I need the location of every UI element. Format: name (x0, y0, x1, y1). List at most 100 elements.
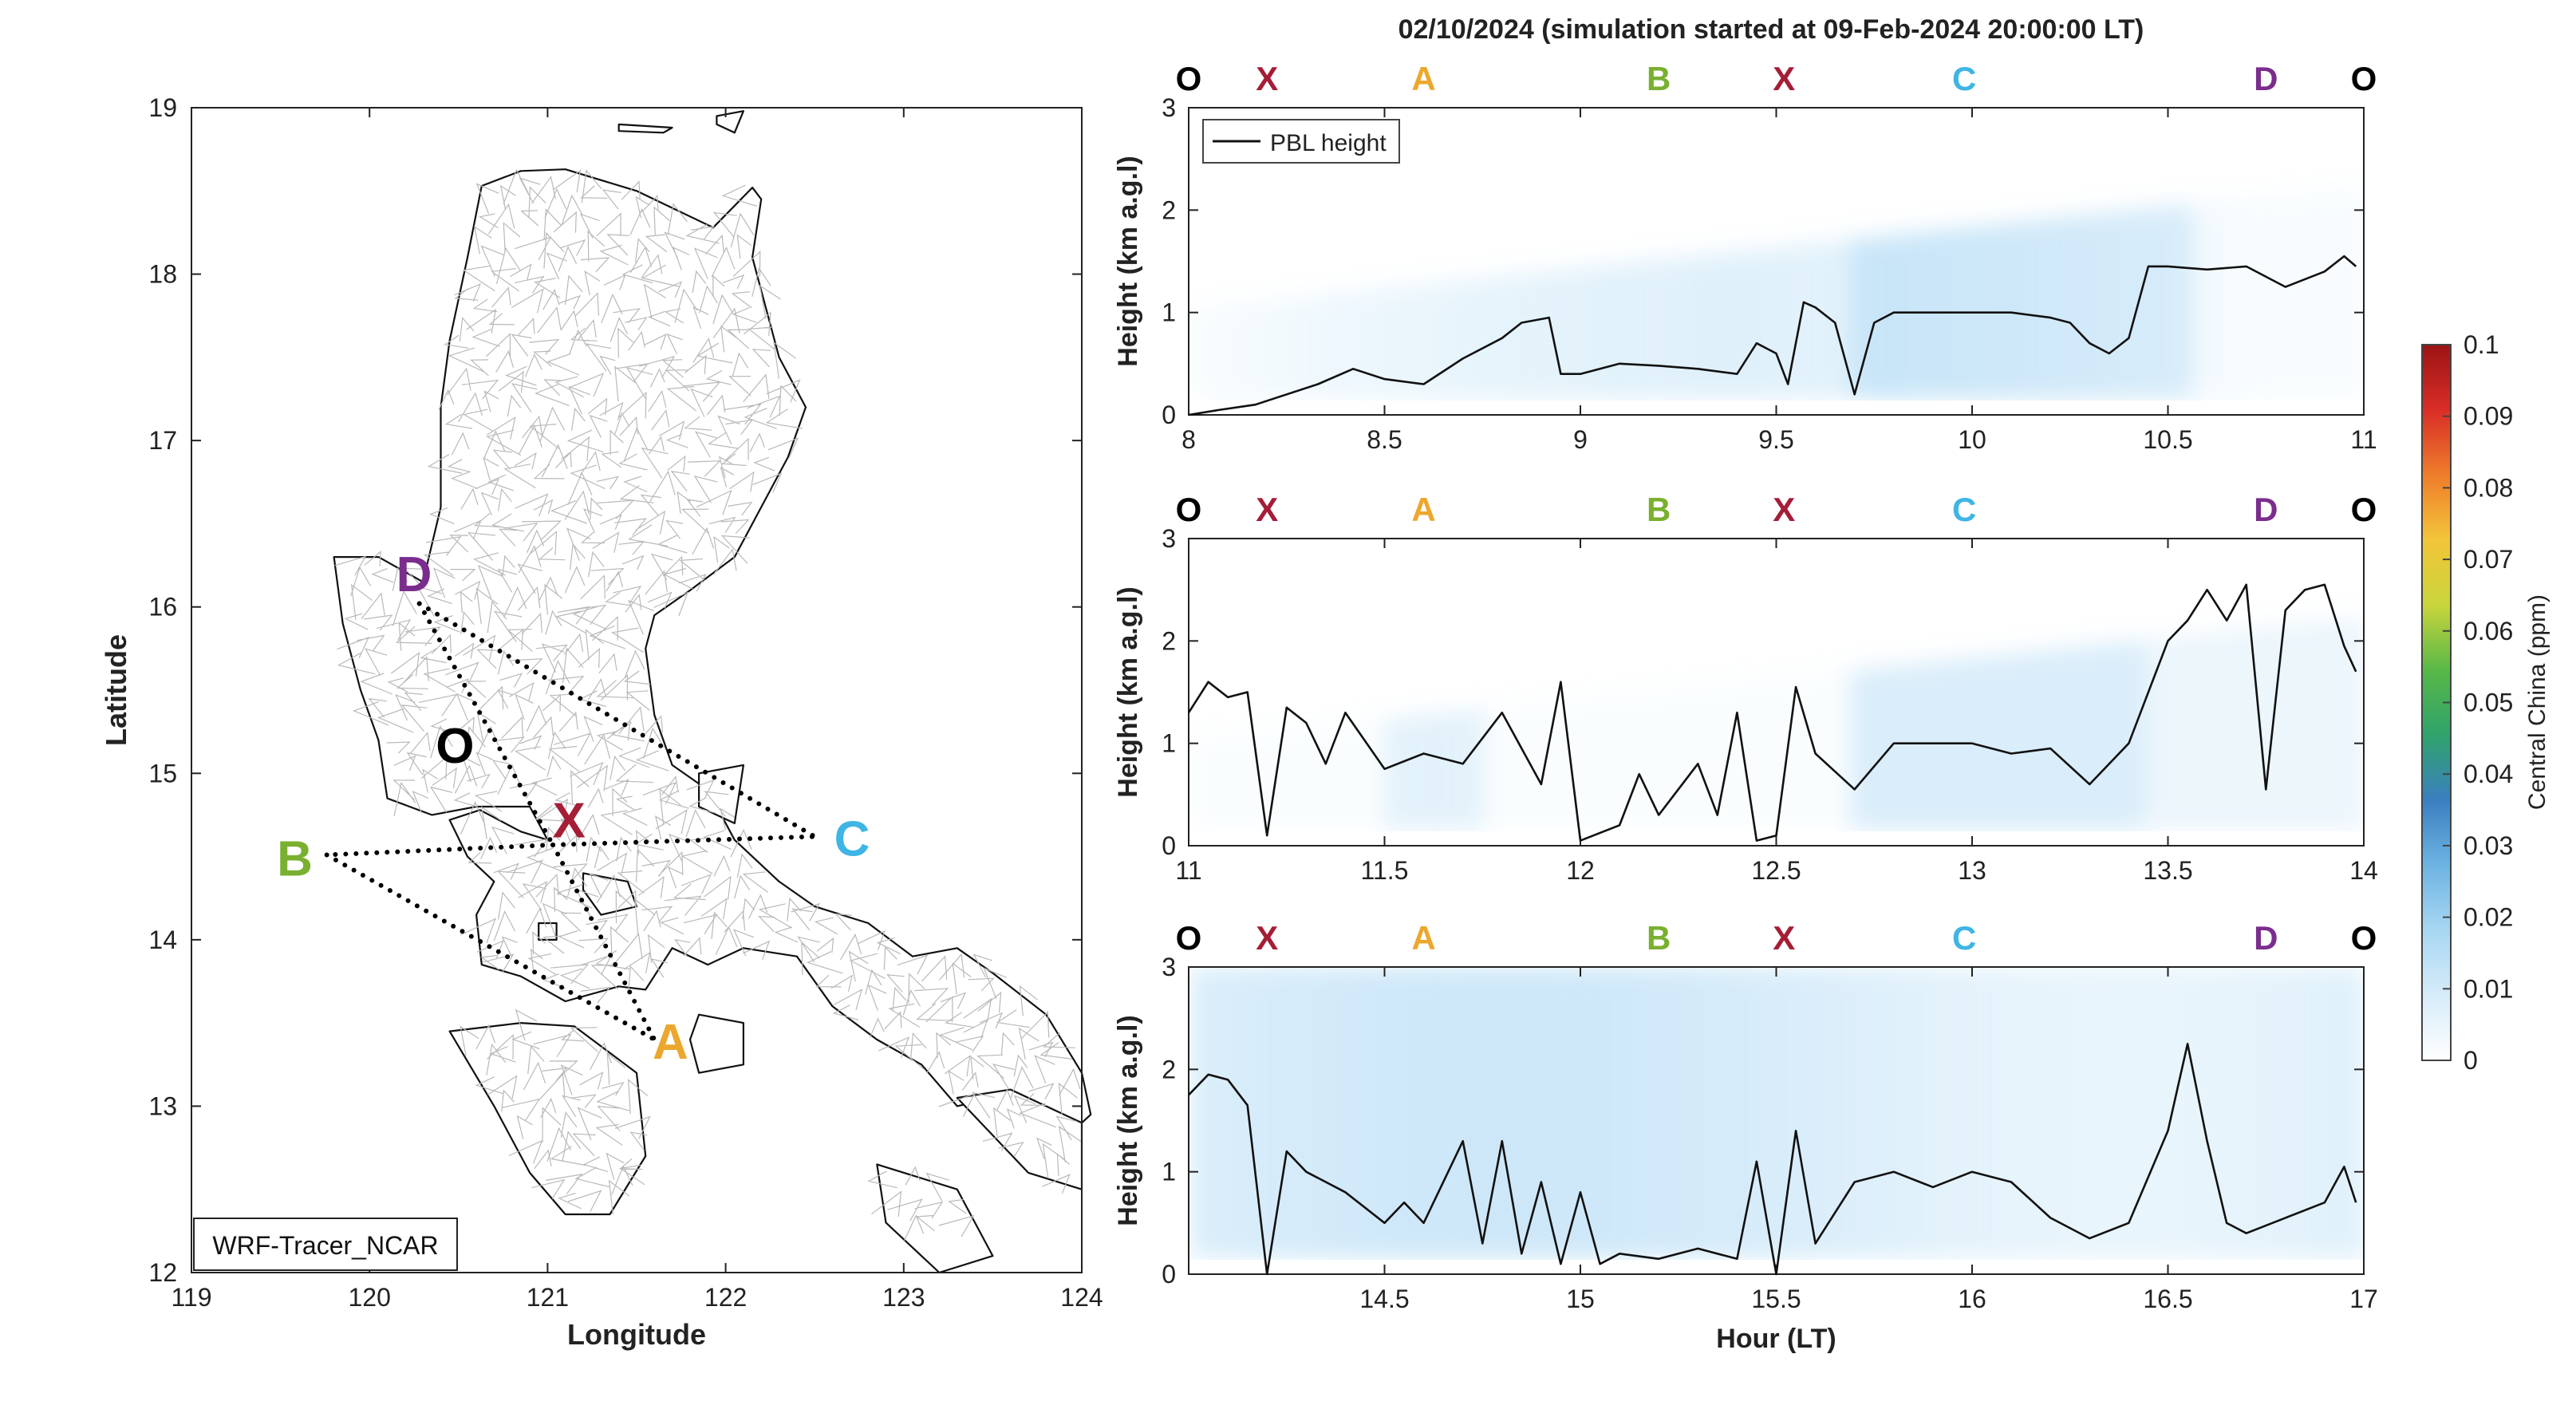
route-label-x: X (1773, 491, 1795, 528)
island-outline (698, 764, 744, 824)
tracer-field (1189, 967, 2364, 1274)
colorbar-tick-label: 0 (2464, 1046, 2478, 1075)
x-tick-label: 14 (2349, 856, 2378, 885)
map-y-tick-label: 16 (148, 593, 177, 622)
y-tick-label: 0 (1162, 831, 1176, 860)
map-point-a: A (653, 1015, 688, 1070)
panel-top: 8 8.5 9 9.5 10 10.5 11 0 1 2 3 Height (km a.g.l) PBL… (1113, 60, 2377, 454)
route-label-a: A (1411, 919, 1435, 957)
panel-bottom: 14.5 15 15.5 16 16.5 17 0 1 2 3 Height (km a.g.l) H… (1113, 919, 2378, 1354)
y-tick-label: 1 (1162, 298, 1176, 327)
route-label-d: D (2254, 919, 2278, 957)
map-x-axis-label: Longitude (567, 1318, 706, 1351)
route-label-b: B (1647, 919, 1671, 957)
y-tick-label: 0 (1162, 1260, 1176, 1289)
route-label-o: O (2351, 919, 2377, 957)
map-x-tick-label: 124 (1060, 1283, 1103, 1312)
admin-boundaries (334, 168, 1082, 1241)
lake-outline (582, 872, 638, 916)
tracer-field (1189, 187, 2364, 415)
route-label-x: X (1773, 60, 1795, 97)
route-label-x: X (1256, 491, 1278, 528)
x-tick-label: 10.5 (2143, 425, 2192, 454)
map-x-tick-label: 121 (527, 1283, 569, 1312)
x-tick-label: 11 (1175, 856, 1201, 885)
route-label-c: C (1952, 60, 1976, 97)
map-x-tick-label: 122 (704, 1283, 747, 1312)
colorbar-tick-label: 0.05 (2464, 689, 2513, 717)
map-point-o: O (436, 719, 474, 774)
x-tick-label: 12.5 (1751, 856, 1801, 885)
map-y-tick-label: 17 (148, 426, 177, 455)
island-outline (688, 1013, 744, 1074)
x-tick-label: 13 (1958, 856, 1986, 885)
route-line (416, 601, 556, 847)
y-tick-label: 1 (1162, 729, 1176, 758)
map-x-tick-label: 119 (171, 1283, 211, 1312)
colorbar: 0 0.01 0.02 0.03 0.04 0.05 0.06 0.07 0.08 0.09 0.1… (2421, 330, 2550, 1075)
pbl-height-line (1188, 1043, 2357, 1276)
y-tick-label: 3 (1162, 93, 1176, 122)
map-x-tick-label: 120 (349, 1283, 391, 1312)
pbl-height-line (1187, 583, 2357, 842)
map-y-tick-label: 18 (148, 260, 177, 289)
map-point-c: C (834, 812, 870, 867)
colorbar-tick-label: 0.02 (2464, 903, 2513, 932)
route-label-d: D (2254, 491, 2278, 528)
y-tick-label: 2 (1162, 195, 1176, 224)
pbl-height-line (1188, 255, 2357, 416)
colorbar-tick-label: 0.07 (2464, 545, 2513, 574)
route-label-c: C (1952, 919, 1976, 957)
x-tick-label: 11 (2350, 425, 2377, 454)
luzon-island-outline (333, 168, 1092, 1141)
tracer-field (1189, 618, 2364, 846)
island-outline (876, 1163, 994, 1274)
route-label-o: O (1176, 919, 1202, 957)
map-point-x: X (553, 794, 586, 849)
route-line (324, 842, 556, 858)
route-label-b: B (1647, 60, 1671, 97)
island-outline (617, 123, 673, 134)
x-tick-label: 16.5 (2143, 1285, 2192, 1313)
map-y-tick-label: 14 (148, 926, 177, 954)
figure-title: 02/10/2024 (simulation started at 09-Feb… (1398, 14, 2144, 45)
map-x-tick-label: 123 (882, 1283, 925, 1312)
x-tick-label: 14.5 (1359, 1285, 1409, 1313)
panel-y-axis-label: Height (km a.g.l) (1113, 1015, 1143, 1226)
map-y-tick-label: 19 (148, 93, 177, 122)
legend-label: PBL height (1270, 130, 1387, 156)
route-lines (324, 601, 818, 1042)
island-outline (448, 1022, 647, 1216)
colorbar-label: Central China (ppm) (2524, 594, 2550, 810)
y-tick-label: 3 (1162, 953, 1176, 981)
route-label-x: X (1256, 919, 1278, 957)
route-line (550, 834, 818, 847)
x-tick-label: 8.5 (1367, 425, 1402, 454)
x-tick-label: 9.5 (1758, 425, 1793, 454)
colorbar-tick-label: 0.09 (2464, 402, 2513, 431)
map-y-tick-label: 12 (148, 1258, 177, 1287)
map-point-b: B (277, 832, 313, 887)
y-tick-label: 1 (1162, 1158, 1176, 1186)
route-label-o: O (1176, 60, 1202, 97)
admin-boundary-lines (334, 168, 1082, 1241)
route-line (324, 852, 657, 1042)
panel-y-axis-label: Height (km a.g.l) (1113, 586, 1143, 797)
colorbar-tick-label: 0.1 (2464, 330, 2499, 359)
map-point-d: D (396, 547, 432, 602)
x-tick-label: 16 (1958, 1285, 1986, 1313)
x-tick-label: 8 (1181, 425, 1196, 454)
route-point-labels: D O X B C A (277, 547, 870, 1070)
x-tick-label: 17 (2349, 1285, 2378, 1313)
panel-y-axis-label: Height (km a.g.l) (1113, 156, 1143, 366)
legend-box (1202, 119, 1400, 164)
colorbar-ticks: 0 0.01 0.02 0.03 0.04 0.05 0.06 0.07 0.08 0.09 0.1 (2443, 330, 2513, 1075)
route-label-c: C (1952, 491, 1976, 528)
route-label-b: B (1647, 491, 1671, 528)
x-tick-label: 9 (1573, 425, 1588, 454)
panel-x-axis-label: Hour (LT) (1716, 1324, 1836, 1354)
x-tick-label: 10 (1958, 425, 1986, 454)
source-label-box (193, 1218, 458, 1271)
